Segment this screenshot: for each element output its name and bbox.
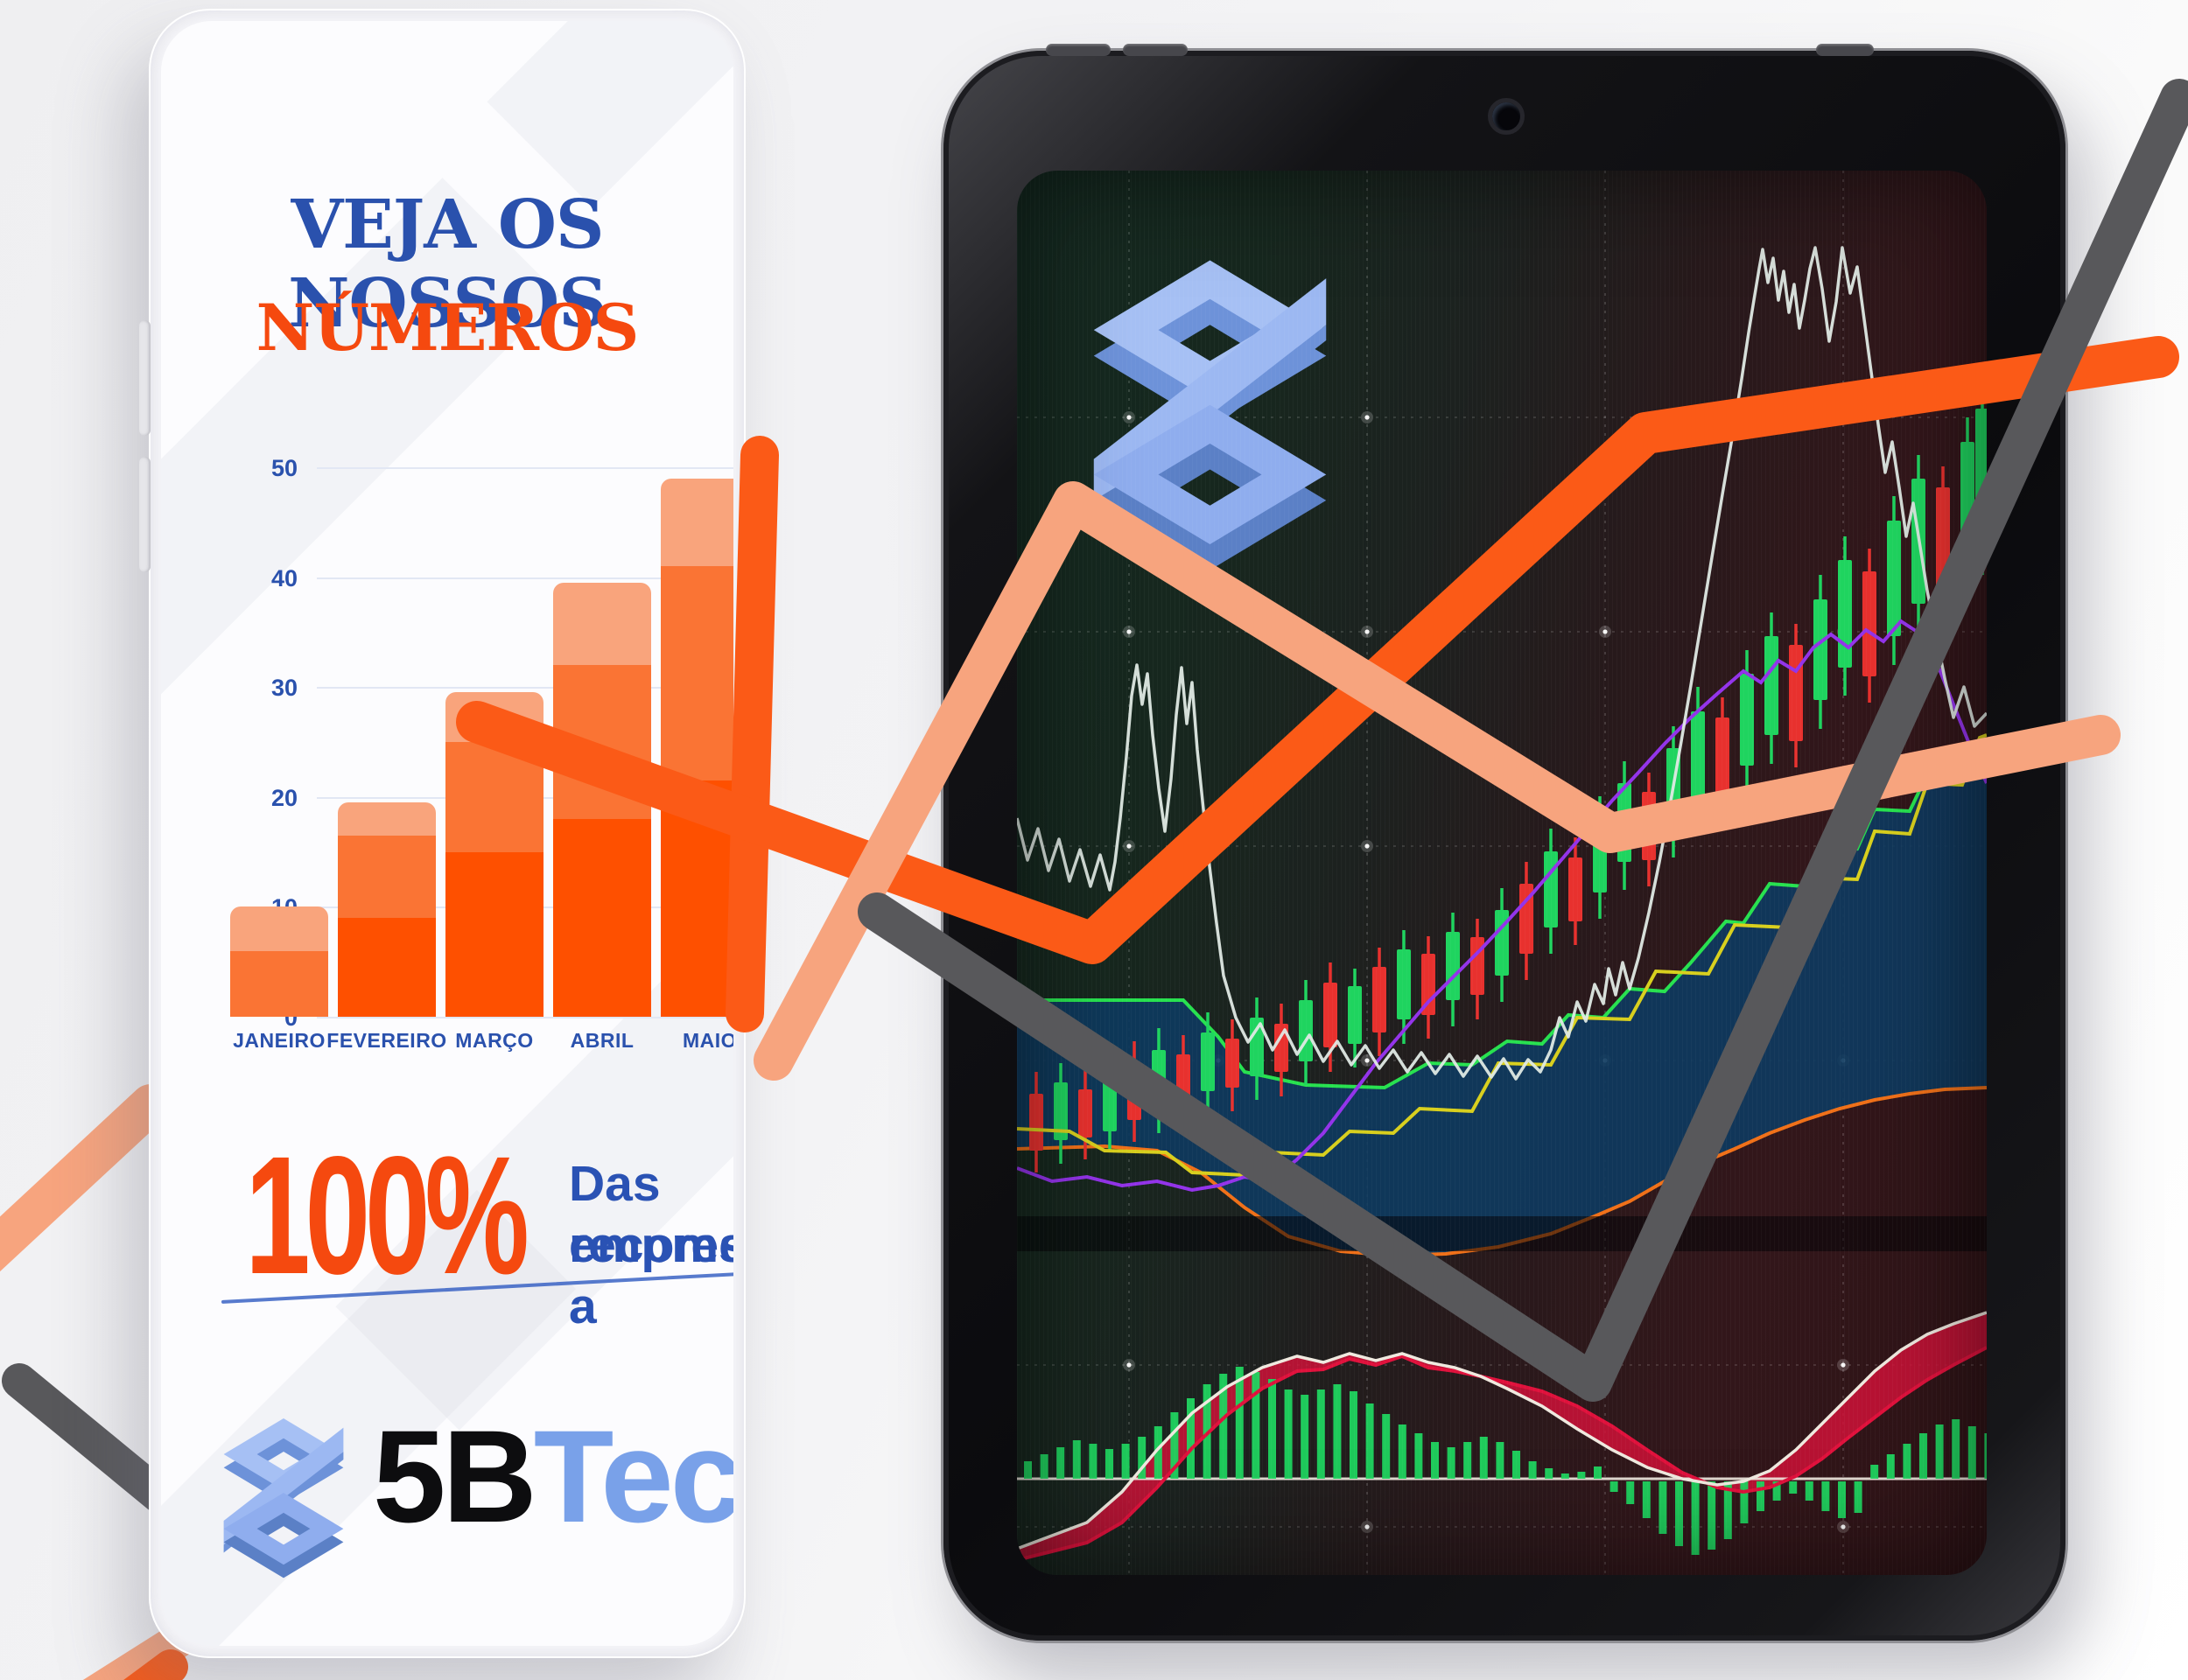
brand-logo-icon: [223, 1418, 344, 1578]
phone-mockup: VEJA OS NOSSOS NÚMEROS 01020304050JANEIR…: [139, 9, 746, 1658]
x-axis-label-fevereiro: FEVEREIRO: [326, 1029, 447, 1052]
bar-segment: [338, 802, 436, 836]
x-axis-label-março: MARÇO: [455, 1029, 534, 1052]
y-axis-tick-20: 20: [270, 784, 298, 811]
bar-segment: [230, 906, 328, 951]
gridline-30: [317, 687, 733, 690]
bar-segment: [661, 566, 733, 780]
bar-segment: [553, 818, 651, 1017]
front-camera: [1488, 98, 1525, 135]
bar-segment: [338, 917, 436, 1017]
x-axis-label-abril: ABRIL: [570, 1029, 635, 1052]
brand-light: Tech: [533, 1403, 733, 1550]
tablet-power-button: [1816, 44, 1874, 56]
brand-wordmark: 5BTech: [373, 1410, 733, 1542]
bar-janeiro: [230, 906, 328, 1017]
decor-line-salmon-stub-left: [0, 1084, 171, 1272]
stat-percentage: 100%: [245, 1121, 529, 1309]
bar-chart: 01020304050JANEIROFEVEREIROMARÇOABRILMAI…: [161, 21, 733, 1646]
gridline-50: [317, 467, 733, 469]
bar-segment: [661, 478, 733, 567]
stat-text-line1: Das empresas: [569, 1156, 733, 1273]
gridline-40: [317, 577, 733, 579]
bar-segment: [445, 851, 543, 1017]
brand-logo-icon-large: [1093, 260, 1327, 570]
y-axis-tick-30: 30: [270, 675, 298, 702]
bar-fevereiro: [338, 802, 436, 1017]
bar-abril: [553, 582, 651, 1017]
decor-line-orange-strip-phone-edge: [726, 436, 779, 1032]
tablet-volume-button-2: [1123, 44, 1188, 56]
poster-title-line1: VEJA OS NOSSOS: [288, 186, 607, 343]
poster-title-line2: NÚMEROS: [256, 290, 640, 366]
gridline-0: [317, 1017, 733, 1018]
decor-line-orange-stub-corner: [123, 1649, 188, 1680]
decor-line-gray-stub-left: [2, 1363, 179, 1516]
phone-volume-button-1: [139, 320, 151, 436]
y-axis-tick-40: 40: [270, 564, 298, 592]
phone-volume-button-2: [139, 457, 151, 572]
decor-line-gray-zigzag-main: [858, 79, 2188, 1402]
bar-segment: [553, 582, 651, 666]
bar-segment: [338, 835, 436, 918]
stat-text-line2: recomendam a: [569, 1217, 733, 1334]
tablet-volume-button-1: [1046, 44, 1111, 56]
decor-line-salmon-stub-corner: [82, 1620, 200, 1680]
brand-bold: 5B: [373, 1403, 537, 1550]
phone-screen: VEJA OS NOSSOS NÚMEROS 01020304050JANEIR…: [161, 21, 733, 1646]
y-axis-tick-50: 50: [270, 455, 298, 481]
bar-segment: [230, 950, 328, 1017]
x-axis-label-maio: MAIO: [682, 1029, 733, 1052]
x-axis-label-janeiro: JANEIRO: [233, 1029, 326, 1052]
